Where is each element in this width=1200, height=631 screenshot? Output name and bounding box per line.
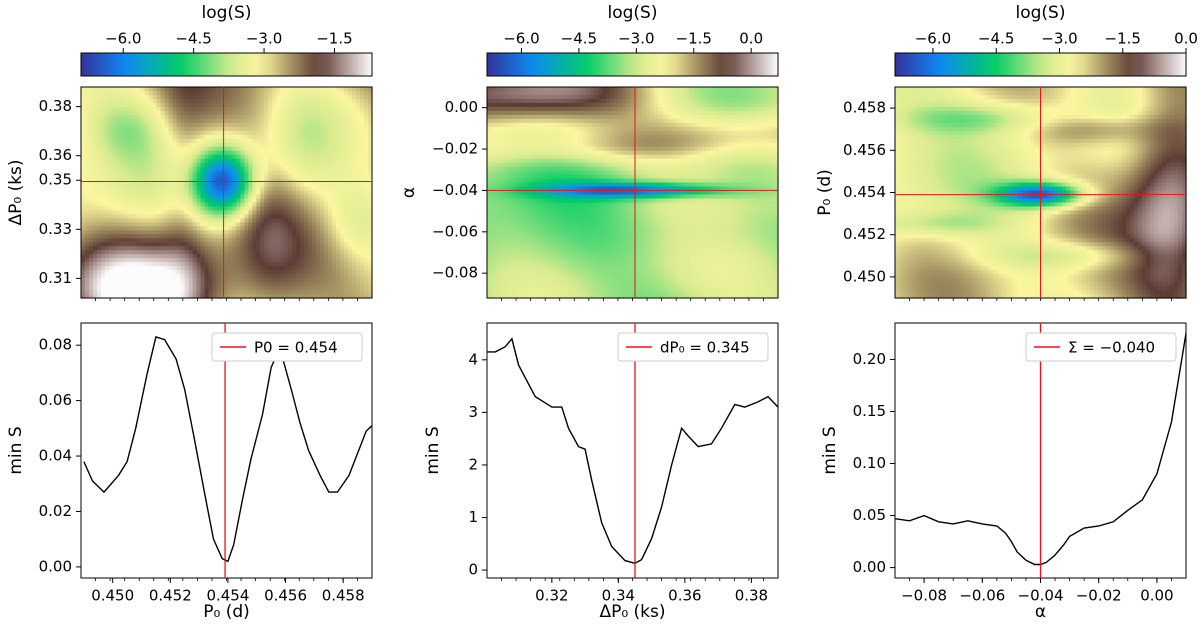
heatmap-cells [487, 87, 779, 299]
y-tick-label: 2 [468, 455, 478, 473]
y-tick-label: 0.38 [39, 97, 72, 115]
colorbar-title: log(S) [1016, 3, 1066, 23]
line-panel-3: Σ = −0.040 [890, 322, 1187, 583]
colorbar-tick-label: 0.0 [1174, 30, 1198, 48]
x-tick-label: −0.02 [1076, 587, 1122, 605]
legend: dP₀ = 0.345 [617, 332, 769, 362]
legend: Σ = −0.040 [1025, 332, 1177, 362]
colorbar-tick-label: −4.5 [561, 30, 597, 48]
y-tick-label: 0.00 [39, 557, 72, 575]
x-tick-label: 0.450 [91, 587, 134, 605]
y-tick-label: 0.02 [39, 502, 72, 520]
colorbar-tick-label: −3.0 [1041, 30, 1077, 48]
y-tick-label: 0.31 [39, 269, 72, 287]
heatmap-panel-2 [482, 48, 779, 301]
x-tick-label: 0.32 [535, 587, 568, 605]
y-tick-label: 0.458 [843, 99, 886, 117]
colorbar-tick-label: −6.0 [105, 30, 141, 48]
x-axis-label: P₀ (d) [203, 602, 250, 622]
line-panel-1: P0 = 0.454 [76, 322, 373, 583]
x-axis-label: α [1035, 602, 1046, 622]
y-axis-label: min S [423, 426, 443, 474]
x-tick-label: −0.06 [959, 587, 1005, 605]
x-tick-label: 0.34 [602, 587, 635, 605]
heatmap-cells [81, 87, 373, 299]
y-axis-label: P₀ (d) [815, 169, 835, 216]
legend-box [1025, 332, 1177, 362]
colorbar-tick-label: −1.5 [1105, 30, 1141, 48]
y-tick-label: 1 [468, 508, 478, 526]
legend-label: P0 = 0.454 [254, 339, 338, 357]
y-tick-label: 0.06 [39, 391, 72, 409]
colorbar-tick-label: −6.0 [503, 30, 539, 48]
y-tick-label: 0.05 [853, 506, 886, 524]
y-tick-label: 0.450 [843, 267, 886, 285]
y-tick-label: 0.36 [39, 146, 72, 164]
colorbar-2 [486, 52, 779, 77]
y-tick-label: 0.20 [853, 350, 886, 368]
y-tick-label: 0.00 [445, 98, 478, 116]
colorbar-tick-label: −6.0 [915, 30, 951, 48]
colorbar-tick-label: 0.0 [739, 30, 763, 48]
legend-label: dP₀ = 0.345 [660, 339, 750, 357]
y-tick-label: 0.456 [843, 141, 886, 159]
x-tick-label: −0.04 [1018, 587, 1064, 605]
y-tick-label: 0.10 [853, 454, 886, 472]
colorbar-title: log(S) [202, 3, 252, 23]
x-tick-label: 0.00 [1140, 587, 1173, 605]
y-axis-label: min S [820, 426, 840, 474]
min-s-curve [487, 337, 779, 565]
y-tick-label: 0 [468, 561, 478, 579]
y-axis-label: α [399, 187, 419, 198]
x-tick-label: 0.454 [206, 587, 249, 605]
line-panel-2: dP₀ = 0.345 [482, 322, 779, 583]
y-tick-label: 0.454 [843, 183, 886, 201]
colorbar-tick-label: −1.5 [316, 30, 352, 48]
legend: P0 = 0.454 [211, 332, 363, 362]
colorbar-tick-label: −4.5 [978, 30, 1014, 48]
colorbar-3 [894, 52, 1187, 77]
y-axis-label: min S [6, 426, 26, 474]
heatmap-panel-3 [890, 48, 1187, 301]
colorbar-title: log(S) [608, 3, 658, 23]
colorbar-1 [80, 52, 373, 77]
y-tick-label: 4 [468, 350, 478, 368]
colorbar-tick-label: −3.0 [618, 30, 654, 48]
x-tick-label: 0.458 [322, 587, 365, 605]
y-tick-label: 0.08 [39, 336, 72, 354]
y-tick-label: −0.02 [432, 140, 478, 158]
y-tick-label: 3 [468, 403, 478, 421]
min-s-curve [894, 333, 1187, 566]
x-tick-label: −0.08 [901, 587, 947, 605]
x-tick-label: 0.456 [264, 587, 307, 605]
y-axis-label: ΔP₀ (ks) [6, 159, 26, 225]
legend-box [617, 332, 769, 362]
y-tick-label: 0.04 [39, 447, 72, 465]
colorbar-tick-label: −3.0 [246, 30, 282, 48]
x-tick-label: 0.36 [668, 587, 701, 605]
x-tick-label: 0.452 [149, 587, 192, 605]
colorbar-tick-label: −4.5 [175, 30, 211, 48]
y-tick-label: −0.04 [432, 181, 478, 199]
heatmap-panel-1 [76, 48, 373, 301]
colorbar-tick-label: −1.5 [676, 30, 712, 48]
y-tick-label: 0.35 [39, 171, 72, 189]
x-axis-label: ΔP₀ (ks) [599, 602, 665, 622]
x-tick-label: 0.38 [735, 587, 768, 605]
y-tick-label: 0.00 [853, 558, 886, 576]
legend-box [211, 332, 363, 362]
min-s-curve [83, 336, 373, 563]
plot-frame [486, 322, 779, 579]
heatmap-cells [895, 87, 1187, 299]
y-tick-label: −0.06 [432, 222, 478, 240]
y-tick-label: −0.08 [432, 264, 478, 282]
y-tick-label: 0.452 [843, 225, 886, 243]
y-tick-label: 0.15 [853, 402, 886, 420]
legend-label: Σ = −0.040 [1068, 339, 1155, 357]
y-tick-label: 0.33 [39, 220, 72, 238]
